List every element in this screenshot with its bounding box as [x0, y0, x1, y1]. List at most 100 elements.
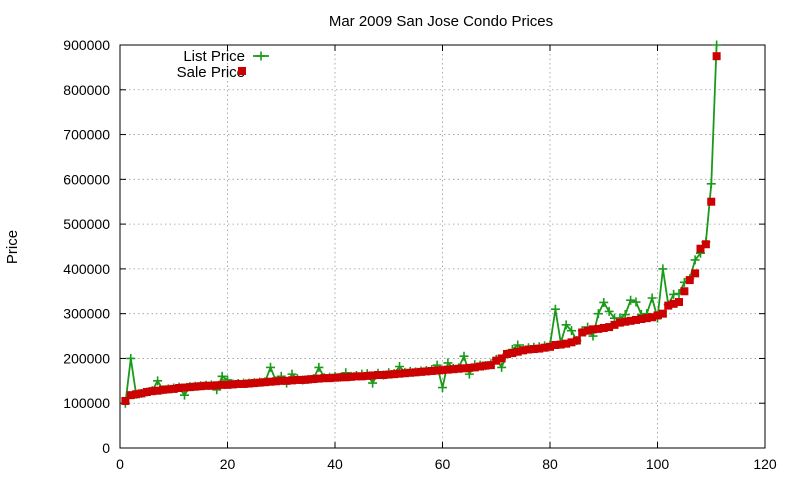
sale-price-point — [341, 373, 350, 382]
sale-price-point — [374, 371, 382, 380]
sale-price-point — [293, 375, 302, 384]
list-price-point — [647, 293, 657, 303]
x-tick-label: 80 — [542, 456, 558, 472]
sale-price-point — [384, 370, 393, 379]
sale-price-point — [497, 354, 506, 363]
sale-price-point — [411, 368, 420, 377]
y-tick-label: 500000 — [63, 216, 110, 232]
sale-price-point — [513, 347, 522, 356]
sale-price-point — [271, 377, 280, 386]
sale-price-point — [449, 365, 458, 374]
sale-price-point — [583, 326, 592, 335]
sale-price-point — [443, 365, 452, 374]
y-tick-label: 200000 — [63, 350, 110, 366]
list-price-point — [438, 383, 447, 393]
sale-price-point — [352, 372, 361, 381]
sale-price-point — [320, 374, 329, 383]
sale-price-point — [524, 345, 533, 354]
sale-price-point — [202, 381, 210, 390]
sale-price-point — [325, 374, 334, 383]
sale-price-point — [535, 344, 544, 353]
sale-price-point — [610, 320, 619, 329]
y-tick-label: 800000 — [63, 82, 110, 98]
sale-price-point — [503, 349, 511, 358]
sale-price-point — [121, 396, 130, 405]
y-tick-label: 100000 — [63, 395, 110, 411]
sale-price-point — [589, 325, 597, 334]
sale-price-point — [615, 318, 624, 327]
sale-price-point — [126, 391, 135, 400]
list-price-line — [124, 44, 718, 404]
sale-price-point — [314, 374, 323, 383]
x-tick-label: 20 — [220, 456, 236, 472]
sale-price-point — [567, 338, 576, 347]
list-price-point — [217, 371, 227, 381]
sale-price-point — [164, 385, 173, 394]
y-tick-label: 300000 — [63, 306, 110, 322]
legend-label-list-price: List Price — [183, 48, 245, 65]
sale-price-point — [605, 323, 614, 332]
list-price-point — [314, 362, 324, 372]
sale-price-point — [223, 380, 232, 389]
sale-price-point — [460, 364, 468, 373]
sale-price-point — [529, 345, 538, 354]
x-tick-label: 120 — [753, 456, 777, 472]
sale-price-point — [465, 363, 474, 372]
sale-price-point — [196, 382, 205, 391]
sale-price-point — [669, 299, 678, 308]
sale-price-point — [594, 324, 603, 333]
sale-price-point — [632, 315, 640, 324]
sale-price-point — [572, 336, 581, 345]
list-price-point — [266, 362, 275, 372]
sale-price-point — [142, 388, 151, 397]
sale-price-point — [304, 375, 313, 384]
sale-price-series — [121, 52, 721, 405]
sale-price-point — [675, 298, 683, 307]
y-tick-label: 0 — [102, 440, 110, 456]
sale-price-point — [680, 287, 689, 296]
list-price-point — [620, 310, 630, 320]
sale-price-point — [691, 269, 700, 278]
sale-price-point — [406, 368, 415, 377]
sale-price-point — [400, 369, 409, 378]
list-price-point — [658, 264, 668, 274]
sale-price-point — [653, 311, 662, 320]
legend-swatch-sale-price — [238, 67, 246, 75]
sale-price-point — [599, 323, 608, 332]
sale-price-point — [277, 376, 286, 385]
sale-price-point — [685, 276, 694, 285]
x-tick-label: 0 — [116, 456, 124, 472]
list-price-point — [497, 362, 507, 372]
list-price-point — [631, 297, 641, 307]
sale-price-point — [422, 367, 431, 376]
sale-price-point — [696, 244, 705, 253]
y-tick-label: 700000 — [63, 127, 110, 143]
sale-price-point — [395, 369, 404, 378]
list-price-point — [626, 295, 636, 305]
sale-price-point — [621, 317, 630, 326]
sale-price-point — [546, 342, 554, 351]
list-price-point — [550, 304, 560, 314]
sale-price-point — [175, 383, 184, 392]
sale-price-point — [476, 362, 485, 371]
sale-price-point — [417, 367, 425, 376]
list-price-point — [153, 376, 163, 386]
list-price-point — [368, 378, 378, 388]
sale-price-point — [368, 371, 377, 380]
sale-price-point — [707, 197, 716, 206]
sale-price-point — [261, 378, 270, 387]
sale-price-point — [390, 370, 399, 379]
sale-price-point — [331, 373, 339, 382]
sale-price-point — [540, 343, 549, 352]
sale-price-point — [212, 381, 221, 390]
sale-price-point — [282, 376, 291, 385]
sale-price-point — [578, 328, 587, 337]
sale-price-point — [562, 339, 571, 348]
legend-list-price-marker — [256, 51, 266, 61]
sale-price-point — [153, 386, 162, 395]
sale-price-point — [363, 371, 372, 380]
sale-price-point — [132, 390, 141, 399]
sale-price-point — [191, 382, 200, 391]
sale-price-point — [309, 375, 318, 384]
